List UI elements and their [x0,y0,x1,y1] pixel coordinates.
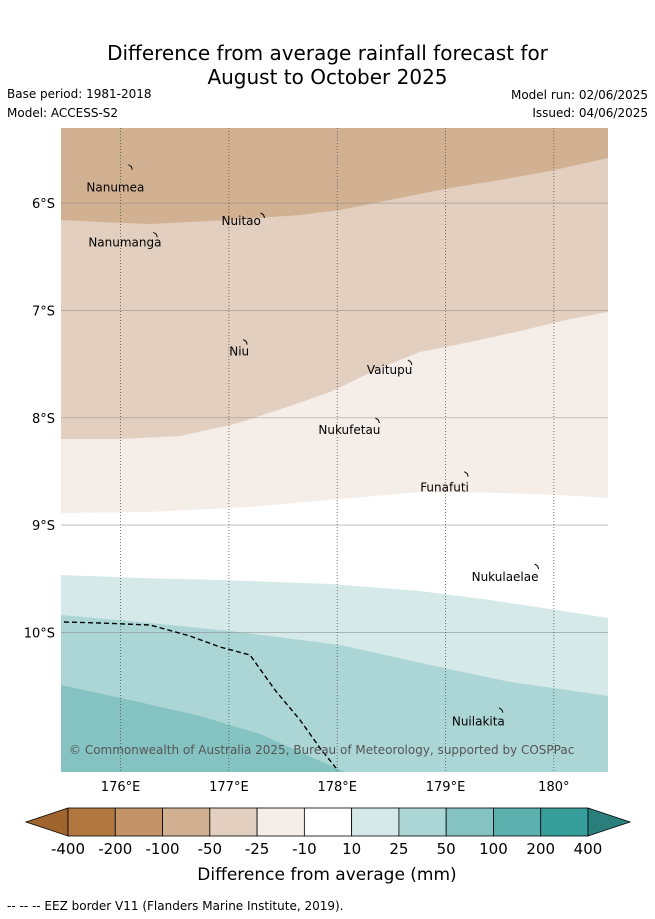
title-line-1: Difference from average rainfall forecas… [107,41,548,65]
lon-tick-label-4: 180° [538,780,569,795]
colorbar-swatch-8 [445,807,494,837]
colorbar-label-3: -50 [198,840,223,858]
colorbar-swatch-5 [303,807,353,837]
eez-border-line [63,621,337,769]
colorbar-label-11: 400 [574,840,603,858]
island-nukulaelae: Nukulaelae [472,563,540,584]
island-label-nukulaelae: Nukulaelae [472,570,539,584]
base-period: Base period: 1981-2018 [7,87,152,101]
colorbar-label-1: -200 [98,840,132,858]
colorbar-swatches [24,807,632,837]
copyright-notice: © Commonwealth of Australia 2025, Bureau… [69,743,574,757]
island-outline-nukulaelae [534,563,540,570]
issued-date: Issued: 04/06/2025 [532,106,648,120]
lat-tick-label-3: 9°S [32,519,55,534]
colorbar-label-8: 50 [437,840,456,858]
colorbar-tick-labels: -400 -200 -100 -50 -25 -10 10 25 50 100 200 400 [51,840,602,858]
colorbar-swatch-7 [398,807,447,837]
colorbar-swatch-6 [351,807,400,837]
island-nuilakita: Nuilakita [452,707,505,729]
island-label-nukufetau: Nukufetau [318,423,380,437]
colorbar-swatch-0 [67,807,116,837]
colorbar-title: Difference from average (mm) [197,865,456,885]
island-nanumanga: Nanumanga [88,231,161,249]
colorbar-swatch-3 [209,807,258,837]
lon-tick-label-1: 177°E [209,780,249,795]
colorbar-swatch-4 [256,807,305,837]
island-outline-nuilakita [498,707,504,713]
lon-tick-label-3: 179°E [426,780,466,795]
colorbar-swatch-1 [114,807,163,837]
island-labels: Nanumea Nuitao Nanumanga Niu Vaitupu Nukufeta… [86,164,540,729]
title-line-2: August to October 2025 [207,65,448,89]
rainfall-map: Nanumea Nuitao Nanumanga Niu Vaitupu Nukufeta… [24,128,608,795]
island-label-nanumea: Nanumea [86,181,144,195]
island-outline-nanumanga [153,231,158,238]
lat-tick-label-2: 8°S [32,412,55,427]
colorbar-under-arrow [24,807,69,837]
lon-tick-label-2: 178°E [317,780,357,795]
island-outline-funafuti [463,471,469,477]
lat-tick-label-1: 7°S [32,304,55,319]
eez-footnote: -- -- -- EEZ border V11 (Flanders Marine… [7,899,344,913]
colorbar-swatch-9 [493,807,542,837]
colorbar-label-5: -10 [292,840,317,858]
model-name: Model: ACCESS-S2 [7,106,119,120]
colorbar-legend: -400 -200 -100 -50 -25 -10 10 25 50 100 200 400 Dif… [24,807,632,885]
colorbar-label-10: 200 [526,840,555,858]
map-axes: 6°S 7°S 8°S 9°S 10°S 176°E 177°E 178°E 179°E 180° [24,197,570,795]
model-run: Model run: 02/06/2025 [510,88,648,102]
island-label-funafuti: Funafuti [420,481,469,495]
colorbar-label-9: 100 [479,840,508,858]
island-label-vaitupu: Vaitupu [367,363,413,377]
colorbar-label-6: 10 [342,840,361,858]
island-nuitao: Nuitao [222,212,266,228]
zone-50-to-100 [61,685,345,772]
island-outline-nanumea [128,164,133,170]
island-vaitupu: Vaitupu [367,359,413,377]
lat-tick-label-4: 10°S [24,626,55,641]
island-outline-nuitao [260,212,266,219]
colorbar-label-7: 25 [389,840,408,858]
island-label-niu: Niu [229,345,249,359]
island-nanumea: Nanumea [86,164,144,195]
island-funafuti: Funafuti [420,471,469,495]
colorbar-swatch-2 [162,807,211,837]
lon-tick-label-0: 176°E [101,780,141,795]
colorbar-label-2: -100 [146,840,180,858]
map-title: Difference from average rainfall forecas… [0,41,655,89]
island-label-nuitao: Nuitao [222,214,261,228]
island-niu: Niu [229,339,249,359]
island-outline-niu [242,339,248,345]
island-outline-nukufetau [375,417,380,424]
colorbar-swatch-10 [540,807,589,837]
lat-lon-grid [61,128,608,772]
colorbar-label-4: -25 [245,840,270,858]
colorbar-label-0: -400 [51,840,85,858]
island-outline-vaitupu [407,359,413,366]
island-nukufetau: Nukufetau [318,417,380,437]
island-label-nuilakita: Nuilakita [452,715,505,729]
colorbar-over-arrow [587,807,632,837]
lat-tick-label-0: 6°S [32,197,55,212]
island-label-nanumanga: Nanumanga [88,235,161,249]
